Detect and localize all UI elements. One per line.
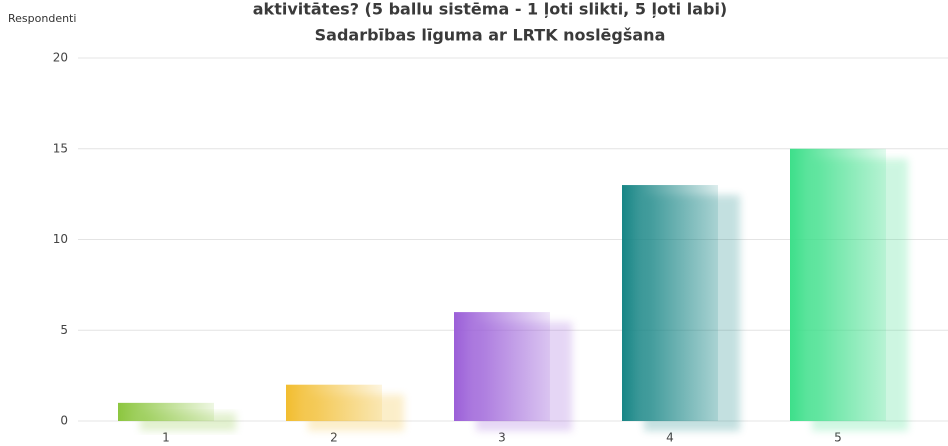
bar: [118, 402, 214, 421]
y-tick-label: 0: [60, 414, 68, 428]
y-tick-label: 15: [53, 141, 68, 155]
x-tick-label: 5: [834, 431, 842, 445]
y-tick-label: 10: [53, 232, 68, 246]
y-axis-label: Respondenti: [8, 12, 76, 25]
x-tick-label: 4: [666, 431, 674, 445]
x-tick-label: 1: [162, 431, 170, 445]
bar: [286, 384, 382, 421]
chart-subtitle: Sadarbības līguma ar LRTK noslēgšana: [315, 26, 666, 45]
chart-title: aktivitātes? (5 ballu sistēma - 1 ļoti s…: [253, 0, 728, 19]
bar: [790, 148, 886, 421]
y-tick-label: 20: [53, 51, 68, 65]
x-tick-label: 2: [330, 431, 338, 445]
bar: [454, 312, 550, 421]
y-tick-label: 5: [60, 323, 68, 337]
x-tick-label: 3: [498, 431, 506, 445]
bar: [622, 185, 718, 421]
